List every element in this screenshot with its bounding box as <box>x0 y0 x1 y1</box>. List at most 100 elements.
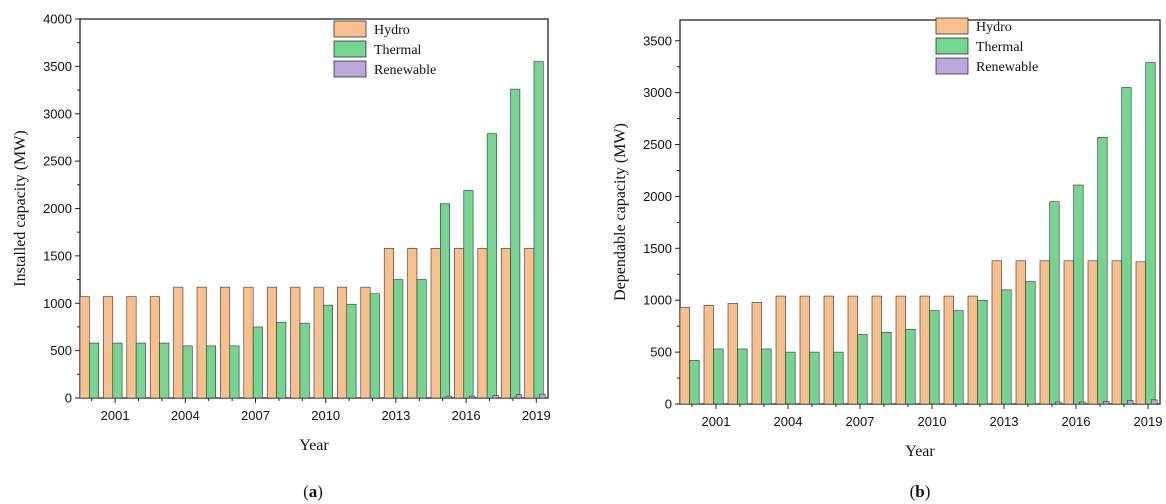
y-tick-label: 1000 <box>643 293 672 308</box>
bar-hydro-2008 <box>266 286 277 399</box>
bar-hydro-2011 <box>337 286 348 399</box>
figure-caption: (b) <box>910 482 931 501</box>
bar-hydro-2000 <box>679 307 690 405</box>
bar-renewable-2016 <box>469 395 476 399</box>
bar-thermal-2004 <box>182 345 193 399</box>
bar-thermal-2010 <box>323 304 334 399</box>
x-axis-title: Year <box>299 437 329 454</box>
bar-thermal-2016 <box>1073 184 1084 405</box>
figure-caption: (a) <box>303 482 323 501</box>
bar-hydro-2008 <box>871 295 882 405</box>
y-tick-label: 4000 <box>43 12 72 27</box>
bar-thermal-2005 <box>809 351 820 405</box>
bar-thermal-2014 <box>416 279 427 399</box>
legend-swatch-thermal <box>935 37 969 55</box>
bar-thermal-2002 <box>737 348 748 405</box>
y-tick-label: 0 <box>65 391 72 406</box>
x-axis-title: Year <box>905 443 935 460</box>
bar-renewable-2018 <box>1127 400 1134 405</box>
legend-label-thermal: Thermal <box>976 40 1024 55</box>
bar-hydro-2002 <box>126 296 137 399</box>
bar-hydro-2013 <box>383 247 394 399</box>
bar-hydro-2014 <box>1015 260 1026 405</box>
y-tick-label: 500 <box>650 345 672 360</box>
x-tick-label: 2004 <box>774 414 803 429</box>
y-tick-label: 1500 <box>643 241 672 256</box>
bar-renewable-2017 <box>492 395 499 399</box>
bar-renewable-2015 <box>445 395 452 399</box>
x-tick-label: 2007 <box>241 408 270 423</box>
bar-hydro-2009 <box>895 295 906 405</box>
bar-thermal-2019 <box>1145 62 1156 405</box>
x-tick-label: 2016 <box>1062 414 1091 429</box>
x-tick-label: 2001 <box>702 414 731 429</box>
bar-thermal-2013 <box>1001 289 1012 405</box>
bar-hydro-2017 <box>1087 260 1098 405</box>
bar-hydro-2016 <box>454 247 465 399</box>
bar-hydro-2012 <box>360 286 371 399</box>
bar-hydro-2017 <box>477 247 488 399</box>
bar-thermal-2006 <box>833 351 844 405</box>
bar-thermal-2009 <box>299 322 310 399</box>
x-tick-label: 2010 <box>918 414 947 429</box>
bar-thermal-2007 <box>252 326 263 399</box>
bar-hydro-2012 <box>967 295 978 405</box>
bar-thermal-2018 <box>510 88 521 399</box>
bar-thermal-2009 <box>905 328 916 405</box>
bar-thermal-2006 <box>229 345 240 399</box>
legend-swatch-hydro <box>333 20 367 38</box>
bar-thermal-2017 <box>486 133 497 399</box>
bar-hydro-2016 <box>1063 260 1074 405</box>
bar-thermal-2018 <box>1121 87 1132 405</box>
bar-thermal-2001 <box>112 342 123 399</box>
y-tick-label: 0 <box>665 397 672 412</box>
bars-group <box>79 61 546 399</box>
bar-hydro-2005 <box>196 286 207 399</box>
caption-letter: a <box>309 482 318 501</box>
y-tick-label: 3500 <box>643 33 672 48</box>
y-tick-label: 3500 <box>43 59 72 74</box>
bar-thermal-2014 <box>1025 281 1036 405</box>
bar-thermal-2017 <box>1097 136 1108 405</box>
x-tick-label: 2004 <box>171 408 200 423</box>
bar-thermal-2004 <box>785 351 796 405</box>
bar-thermal-2005 <box>206 345 217 399</box>
caption-close-paren: ) <box>925 482 931 501</box>
bar-hydro-2006 <box>220 286 231 399</box>
y-tick-label: 1500 <box>43 248 72 263</box>
legend-label-hydro: Hydro <box>374 23 410 38</box>
x-tick-label: 2019 <box>1134 414 1163 429</box>
legend-swatch-hydro <box>935 17 969 35</box>
y-tick-label: 1000 <box>43 296 72 311</box>
bar-hydro-2003 <box>751 301 762 405</box>
y-tick-label: 500 <box>50 343 72 358</box>
bar-renewable-2017 <box>1103 401 1110 405</box>
caption-open-paren: ( <box>303 482 309 501</box>
legend-label-renewable: Renewable <box>976 60 1038 75</box>
bar-thermal-2003 <box>159 342 170 399</box>
chart-a-installed-capacity: 0 500 1000 1500 2000 2500 3000 3500 4000 2001 2004… <box>12 12 551 502</box>
bar-hydro-2015 <box>430 247 441 399</box>
chart-b-dependable-capacity: 0 500 1000 1500 2000 2500 3000 3500 2001 2004 2007… <box>612 17 1163 501</box>
bar-renewable-2019 <box>1151 399 1158 405</box>
bar-thermal-2015 <box>1049 201 1060 405</box>
y-tick-label: 2000 <box>43 201 72 216</box>
bar-hydro-2015 <box>1039 260 1050 405</box>
bar-hydro-2004 <box>173 286 184 399</box>
bar-thermal-2010 <box>929 310 940 405</box>
bar-thermal-2011 <box>953 310 964 405</box>
bar-hydro-2013 <box>991 260 1002 405</box>
bar-hydro-2009 <box>290 286 301 399</box>
bar-hydro-2010 <box>313 286 324 399</box>
bar-renewable-2018 <box>515 394 523 399</box>
bar-hydro-2007 <box>243 286 254 399</box>
y-tick-label: 3000 <box>643 85 672 100</box>
bar-hydro-2000 <box>79 296 90 399</box>
x-tick-label: 2013 <box>381 408 410 423</box>
bar-hydro-2018 <box>500 247 511 399</box>
x-tick-label: 2001 <box>101 408 130 423</box>
bar-thermal-2012 <box>977 299 988 405</box>
bar-hydro-2011 <box>943 295 954 405</box>
bar-thermal-2008 <box>881 332 892 405</box>
